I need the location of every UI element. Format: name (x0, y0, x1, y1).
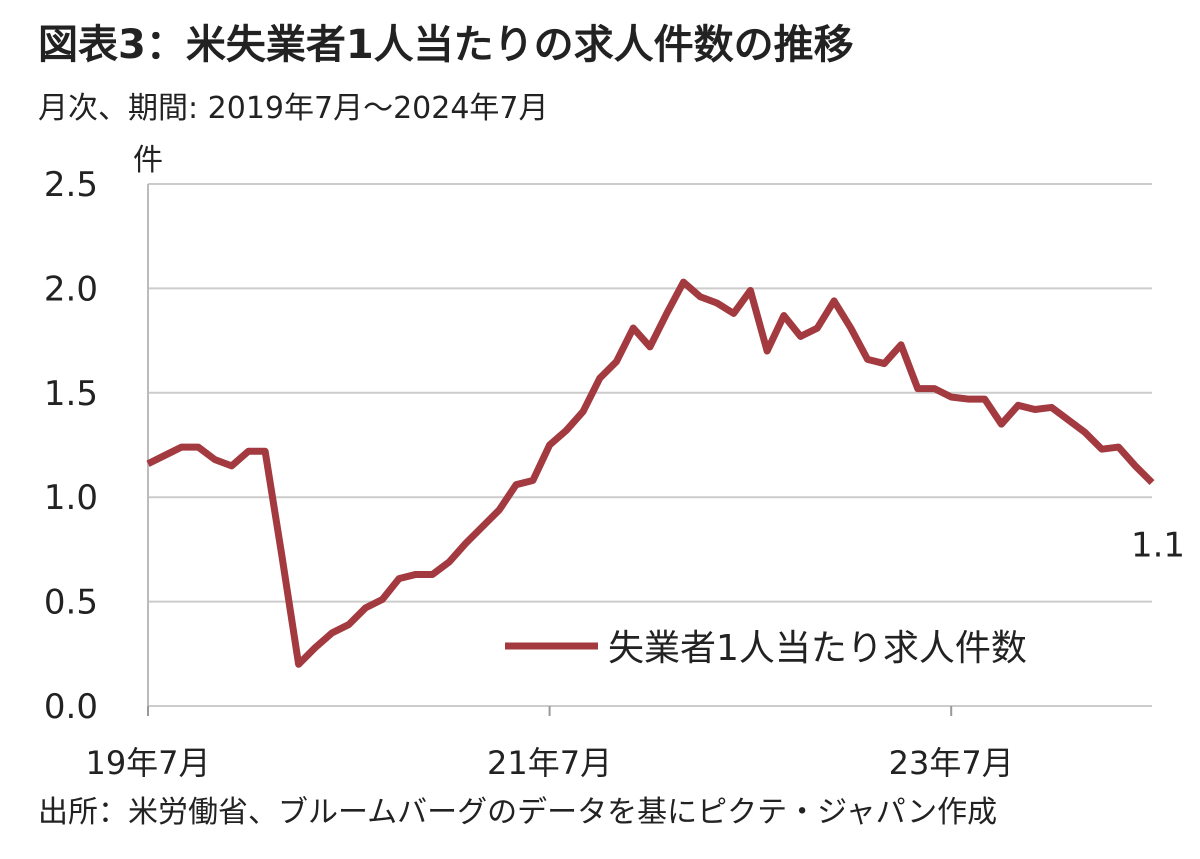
y-unit: 件 (133, 143, 163, 178)
chart-title: 図表3：米失業者1人当たりの求人件数の推移 (38, 22, 854, 68)
line (146, 278, 1155, 668)
source: 出所：米労働省、ブルームバーグのデータを基にピクテ・ジャパン作成 (38, 795, 997, 830)
x-tick-label: 19年7月 (85, 744, 210, 782)
x-tick-label: 23年7月 (889, 744, 1014, 782)
data-label: 1.1 (1131, 526, 1185, 566)
chart-subtitle: 月次、期間: 2019年7月～2024年7月 (38, 91, 549, 126)
y-tick-label: 1.5 (44, 374, 98, 414)
y-tick-label: 0.0 (44, 687, 98, 727)
y-tick-label: 0.5 (44, 583, 98, 623)
y-tick-label: 1.0 (44, 478, 98, 518)
x-tick-label: 21年7月 (487, 744, 612, 782)
y-tick-label: 2.0 (44, 269, 98, 309)
legend-label: 失業者1人当たり求人件数 (608, 628, 1027, 669)
y-tick-label: 2.5 (44, 165, 98, 205)
